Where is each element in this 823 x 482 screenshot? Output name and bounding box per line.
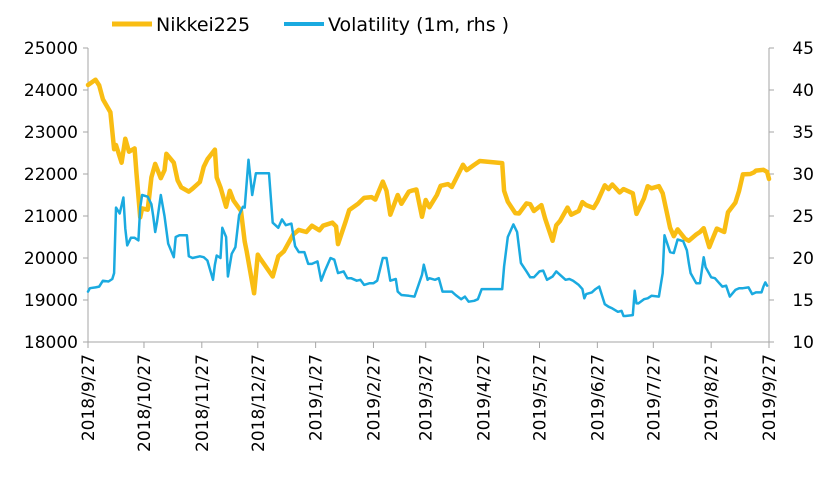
y2-tick-label: 10 xyxy=(792,333,814,353)
y2-tick-label: 20 xyxy=(792,249,814,269)
series-layer xyxy=(85,77,772,318)
x-tick-label: 2019/6/27 xyxy=(588,354,608,441)
x-tick-label: 2018/9/27 xyxy=(79,354,99,441)
x-tick-label: 2019/7/27 xyxy=(644,354,664,441)
legend-label-volatility: Volatility (1m, rhs ) xyxy=(328,14,509,36)
y-tick-label: 20000 xyxy=(24,249,78,269)
y-tick-label: 25000 xyxy=(24,39,78,59)
legend: Nikkei225 Volatility (1m, rhs ) xyxy=(112,14,509,36)
series-line-nikkei225 xyxy=(85,77,772,296)
y2-tick-label: 15 xyxy=(792,291,814,311)
axes: 18000 19000 20000 21000 22000 23000 24000 25000… xyxy=(24,39,814,452)
series-line-volatility xyxy=(86,158,769,318)
x-tick-label: 2018/11/27 xyxy=(193,354,213,452)
y-tick-label: 18000 xyxy=(24,333,78,353)
x-tick-label: 2019/1/27 xyxy=(307,354,327,441)
legend-label-nikkei225: Nikkei225 xyxy=(156,14,250,36)
y-tick-label: 23000 xyxy=(24,123,78,143)
y2-tick-label: 40 xyxy=(792,81,814,101)
y-tick-label: 19000 xyxy=(24,291,78,311)
y2-tick-label: 30 xyxy=(792,165,814,185)
x-tick-label: 2019/9/27 xyxy=(760,354,780,441)
y-tick-label: 24000 xyxy=(24,81,78,101)
x-tick-label: 2018/12/27 xyxy=(249,354,269,452)
x-tick-label: 2019/3/27 xyxy=(417,354,437,441)
y2-tick-label: 45 xyxy=(792,39,814,59)
x-tick-label: 2019/5/27 xyxy=(531,354,551,441)
x-tick-label: 2019/8/27 xyxy=(702,354,722,441)
y-tick-label: 22000 xyxy=(24,165,78,185)
y-tick-label: 21000 xyxy=(24,207,78,227)
x-tick-label: 2018/10/27 xyxy=(135,354,155,452)
x-tick-label: 2019/4/27 xyxy=(475,354,495,441)
x-tick-label: 2019/2/27 xyxy=(364,354,384,441)
y2-tick-label: 25 xyxy=(792,207,814,227)
y2-tick-label: 35 xyxy=(792,123,814,143)
